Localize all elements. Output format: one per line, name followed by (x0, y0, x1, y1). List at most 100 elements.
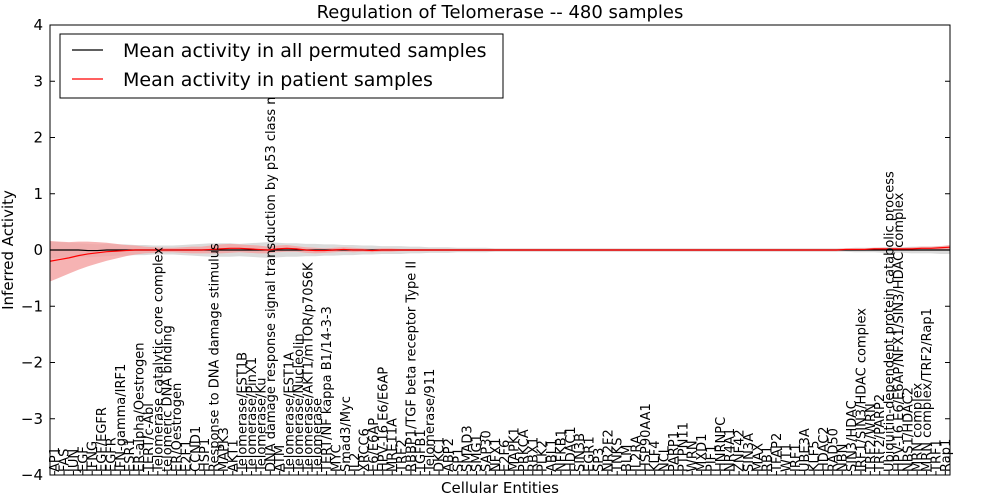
x-tick-label: SAP30 (479, 430, 494, 472)
y-axis-label: Inferred Activity (0, 190, 17, 310)
x-tick-label: E2F1 (179, 440, 194, 472)
x-tick-label: KLF4 (648, 440, 663, 472)
x-tick-label: TRF2/WRN (864, 403, 879, 473)
x-axis-ticks: AP1FASJUNEGFIFNGEGF/EGFREGFRIFN-gamma/IR… (48, 45, 954, 475)
x-tick-label: HSP1 (198, 438, 213, 472)
x-tick-label: RBBP1/TGF beta receptor Type II (404, 261, 419, 472)
x-tick-label: TRF2/PARP2 (873, 394, 888, 473)
x-tick-label: PRKCA (517, 429, 532, 472)
x-tick-label: SIN3/HDAC (845, 400, 860, 472)
y-tick-label: 0 (33, 241, 43, 259)
x-tick-label: MRN complex (911, 382, 926, 472)
x-tick-label: E6/E6AP (367, 418, 382, 472)
x-tick-label: IL2 (348, 453, 363, 472)
x-tick-label: PLK2 (536, 440, 551, 472)
x-tick-label: Rap1 (939, 439, 954, 472)
y-tick-label: −2 (21, 354, 43, 372)
x-tick-label: PARP1 (667, 431, 682, 472)
x-tick-label: ABL1 (545, 439, 560, 472)
x-tick-label: RB1 (761, 446, 776, 472)
x-tick-label: BLM (620, 445, 635, 472)
x-tick-label: ABP2 (442, 438, 457, 472)
x-tick-label: RAD50 (826, 428, 841, 472)
x-tick-label: NFKB1 (554, 429, 569, 472)
x-tick-label: EGF (76, 446, 91, 472)
x-tick-label: ER-alpha/Oestrogen (133, 343, 148, 472)
x-tick-label: TERT/NF kappa B1/14-3-3 (320, 306, 335, 473)
x-tick-label: Telomerase catalytic core complex (151, 247, 166, 473)
x-tick-label: SIN3B (573, 433, 588, 472)
x-tick-label: NFX1 (489, 438, 504, 472)
x-tick-label: AKT1 (226, 439, 241, 472)
x-tick-label: ATM (273, 445, 288, 472)
x-tick-label: DKC1 (433, 437, 448, 472)
x-tick-label: HDAC2 (817, 426, 832, 472)
x-tick-label: SP1 (451, 448, 466, 472)
x-tick-label: MAPK3 (217, 427, 232, 472)
x-tick-label: PTPN11 (676, 422, 691, 472)
patient-confidence-band (50, 241, 950, 282)
x-tick-label: TRF1 (929, 439, 944, 473)
x-tick-label: NCL (658, 445, 673, 472)
y-tick-label: −3 (21, 410, 43, 428)
y-tick-label: 2 (33, 129, 43, 147)
x-tick-label: Telomerase/AKT1/mTOR/p70S6K (301, 262, 316, 473)
patient-mean-line (49, 246, 951, 262)
x-tick-label: SMAD3 (461, 425, 476, 472)
x-tick-label: SMG1 (470, 434, 485, 472)
y-tick-label: −4 (21, 466, 43, 484)
x-tick-label: HNRNPC (714, 417, 729, 472)
x-tick-label: SP3 (592, 448, 607, 472)
x-tick-label: ER/Oestrogen (170, 383, 185, 472)
x-tick-label: IRF1/SIN3/HDAC complex (854, 308, 869, 472)
x-tick-label: DNA damage response signal transduction … (264, 45, 279, 472)
chart-title: Regulation of Telomerase -- 480 samples (317, 2, 684, 23)
x-tick-label: NBN (836, 444, 851, 472)
x-tick-label: telomeric DNA binding (161, 325, 176, 472)
x-tick-label: HSP90AA1 (639, 403, 654, 472)
x-tick-label: TFAP2 (770, 433, 785, 473)
confidence-bands (50, 241, 950, 282)
x-tick-label: Smad3/Myc (339, 396, 354, 472)
x-tick-label: PIF1 (704, 445, 719, 472)
x-tick-label: NR4A1 (723, 428, 738, 472)
x-tick-label: IFNG (86, 441, 101, 472)
series-lines (49, 246, 951, 262)
x-tick-label: WRN (686, 440, 701, 472)
x-tick-label: NR2F2 (601, 429, 616, 472)
x-tick-label: KLF5 (808, 440, 823, 472)
x-tick-label: AP1 (48, 447, 63, 472)
y-tick-label: 4 (33, 16, 43, 34)
x-tick-label: JUN (67, 449, 82, 473)
x-tick-label: HDAC1 (564, 426, 579, 472)
x-tick-label: MRE11A (386, 418, 401, 472)
x-axis-label: Cellular Entities (441, 479, 559, 497)
x-tick-label: TNKS (611, 438, 626, 473)
x-tick-label: HPV-16 E6/E6AP (376, 367, 391, 472)
x-tick-label: NBS1/HDAC2 (901, 387, 916, 472)
x-tick-label: SIN3A (742, 433, 757, 472)
x-tick-label: IFN-gamma/IRF1 (114, 364, 129, 472)
x-tick-label: MXD1 (695, 434, 710, 472)
x-tick-label: Telomerase/EST1B (236, 352, 251, 473)
x-tick-label: CCND1 (189, 426, 204, 472)
x-tick-label: EGR1 (583, 436, 598, 472)
x-tick-label: MAPK1 (508, 427, 523, 472)
x-tick-label: ESR1 (123, 438, 138, 472)
x-tick-label: EGFR (104, 437, 119, 472)
x-tick-label: IRF1 (789, 443, 804, 472)
legend: Mean activity in all permuted samples Me… (59, 33, 504, 99)
plot-frame (49, 24, 951, 476)
x-tick-label: Telomerase/EST1A (283, 352, 298, 473)
x-tick-label: ZNF42 (733, 429, 748, 472)
x-tick-label: UBE3A (798, 428, 813, 472)
x-tick-label: XRCC6 (358, 428, 373, 472)
legend-box (59, 33, 504, 99)
legend-label-permuted: Mean activity in all permuted samples (123, 40, 486, 62)
x-tick-label: Telomerase (311, 398, 326, 473)
legend-label-patient: Mean activity in patient samples (123, 69, 433, 91)
x-tick-label: IL2RA (629, 435, 644, 472)
x-tick-label: Telomerase/Ku (254, 377, 269, 473)
x-tick-label: RBX1 (526, 437, 541, 472)
